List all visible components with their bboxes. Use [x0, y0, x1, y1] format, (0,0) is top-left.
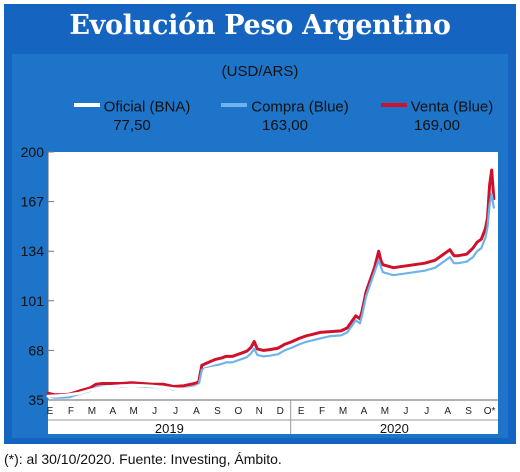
y-tick-label-2: 101	[21, 293, 45, 309]
x-tick-label-16: M	[381, 406, 389, 417]
footnote: (*): al 30/10/2020. Fuente: Investing, Á…	[4, 451, 282, 467]
legend-value-venta: 169,00	[414, 117, 460, 134]
legend-compra: Compra (Blue) 163,00	[210, 98, 360, 134]
y-tick-label-3: 134	[21, 243, 45, 259]
legend-value-oficial: 77,50	[113, 117, 151, 134]
series-line-oficial	[46, 334, 496, 398]
legend-swatch-venta	[380, 102, 407, 107]
x-tick-label-20: S	[465, 406, 472, 417]
legend-swatch-oficial	[73, 102, 100, 107]
x-tick-label-4: M	[130, 406, 138, 417]
series-line-venta	[46, 168, 496, 397]
x-tick-label-5: J	[152, 406, 157, 417]
x-tick-label-21: O*	[484, 406, 496, 417]
x-tick-label-8: S	[214, 406, 221, 417]
x-tick-label-2: M	[88, 406, 96, 417]
x-tick-label-7: A	[193, 406, 200, 417]
legend-value-compra: 163,00	[262, 117, 308, 134]
legend-swatch-compra	[221, 102, 248, 107]
x-tick-label-14: M	[339, 406, 347, 417]
y-tick-label-5: 200	[21, 144, 45, 160]
year-label-2019: 2019	[155, 421, 184, 436]
chart-panel: (USD/ARS) Oficial (BNA) 77,50 Compra (Bl…	[12, 54, 508, 438]
x-tick-label-17: J	[403, 406, 408, 417]
legend-venta: Venta (Blue) 169,00	[368, 98, 506, 134]
legend-label-oficial: Oficial (BNA)	[103, 98, 191, 116]
x-tick-label-12: E	[298, 406, 305, 417]
legend-oficial: Oficial (BNA) 77,50	[64, 98, 200, 134]
x-tick-label-13: F	[319, 406, 325, 417]
y-tick-label-1: 68	[28, 342, 44, 358]
legend-label-compra: Compra (Blue)	[251, 98, 349, 116]
x-tick-label-0: E	[47, 406, 54, 417]
x-tick-label-9: O	[234, 406, 242, 417]
x-tick-label-3: A	[109, 406, 116, 417]
x-tick-label-18: J	[424, 406, 429, 417]
x-tick-label-10: N	[256, 406, 263, 417]
y-tick-label-4: 167	[21, 194, 45, 210]
x-tick-label-1: F	[68, 406, 74, 417]
legend-label-venta: Venta (Blue)	[410, 98, 494, 116]
unit-label: (USD/ARS)	[221, 63, 299, 80]
y-tick-label-0: 35	[28, 392, 44, 408]
x-axis-band	[48, 400, 498, 434]
x-tick-label-11: D	[277, 406, 284, 417]
x-tick-label-6: J	[173, 406, 178, 417]
x-tick-label-19: A	[444, 406, 451, 417]
year-label-2020: 2020	[380, 421, 409, 436]
chart-title: Evolución Peso Argentino	[69, 10, 451, 41]
chart-frame: Evolución Peso Argentino (USD/ARS) Ofici…	[4, 4, 516, 444]
plot-area	[48, 152, 498, 400]
line-chart: 35 68 101 134 167 200 E F M A M J J A S O N D E F M A M J J A S O* 2…	[21, 144, 498, 436]
x-tick-label-15: A	[361, 406, 368, 417]
